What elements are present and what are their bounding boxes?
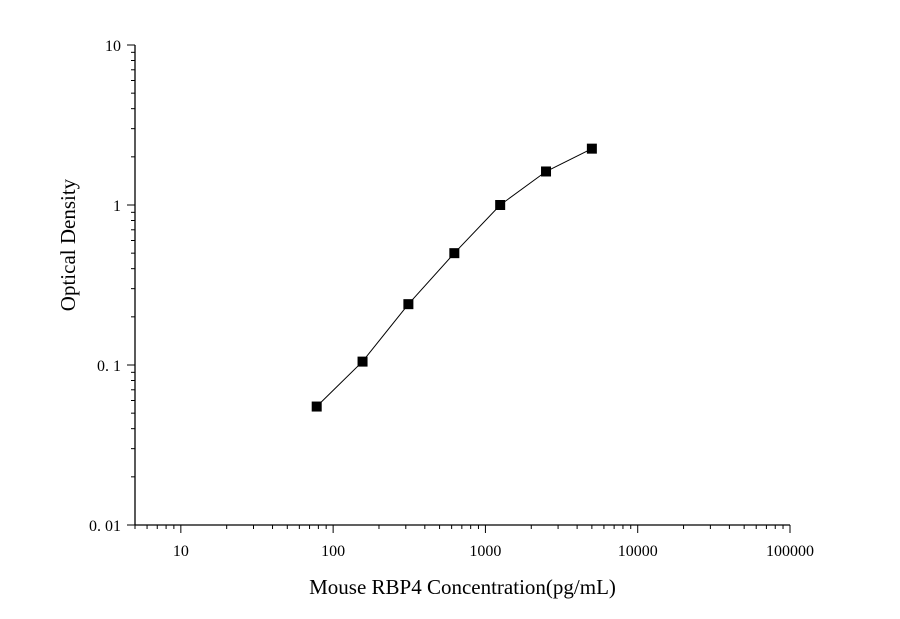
y-tick-label: 1 bbox=[113, 198, 121, 215]
ticks: 10 100 1000 10000 100000 0. 01 0. 1 1 10 bbox=[89, 38, 814, 560]
y-tick-label: 10 bbox=[105, 38, 121, 55]
x-tick-label: 1000 bbox=[469, 543, 501, 560]
x-tick-label: 10000 bbox=[618, 543, 658, 560]
data-point bbox=[311, 401, 322, 412]
y-axis-title: Optical Density bbox=[56, 178, 80, 311]
x-tick-label: 100000 bbox=[766, 543, 814, 560]
data-point bbox=[403, 299, 414, 310]
y-tick-label: 0. 01 bbox=[89, 518, 121, 535]
data-point bbox=[357, 356, 368, 367]
axes bbox=[134, 45, 790, 526]
plot-area bbox=[311, 143, 597, 412]
data-point bbox=[449, 248, 460, 259]
y-tick-label: 0. 1 bbox=[97, 358, 121, 375]
x-tick-label: 10 bbox=[173, 543, 189, 560]
series-line bbox=[316, 148, 593, 407]
data-point bbox=[586, 143, 597, 154]
x-tick-label: 100 bbox=[321, 543, 345, 560]
data-point bbox=[541, 166, 552, 177]
x-axis-title: Mouse RBP4 Concentration(pg/mL) bbox=[309, 575, 616, 599]
data-point bbox=[495, 200, 506, 210]
